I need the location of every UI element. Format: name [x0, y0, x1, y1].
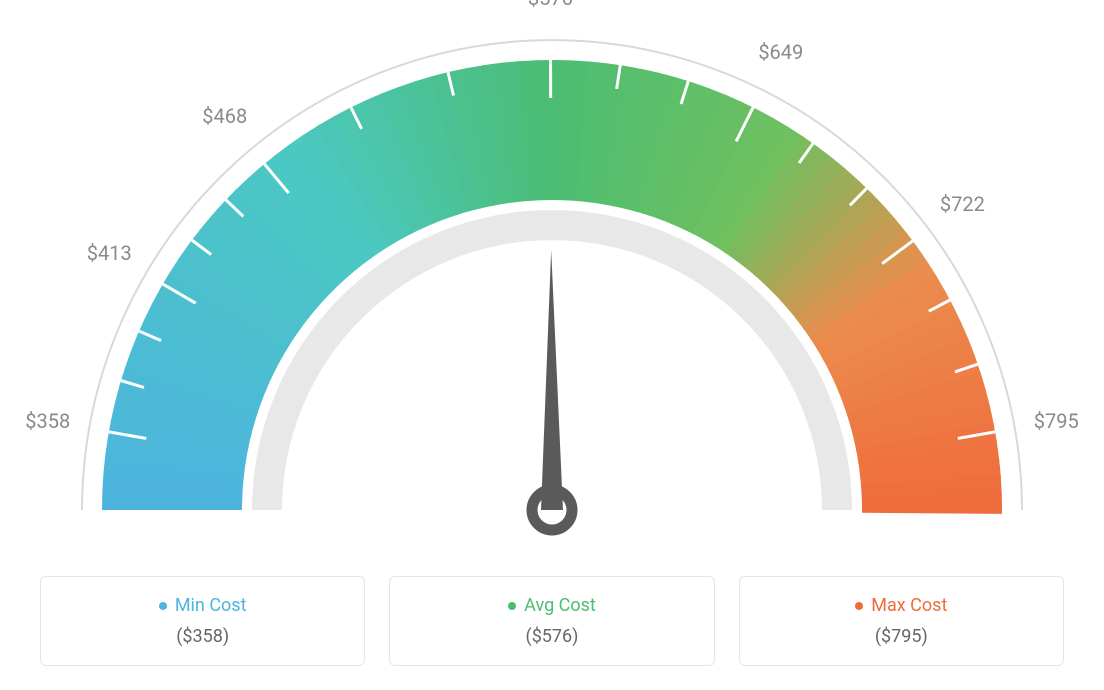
- legend-title-row: Avg Cost: [400, 595, 703, 616]
- legend-value-min: ($358): [51, 626, 354, 647]
- gauge-tick-label: $358: [25, 409, 70, 433]
- legend-card-min: Min Cost ($358): [40, 576, 365, 666]
- legend-dot-avg: [508, 602, 516, 610]
- legend-label-avg: Avg Cost: [524, 595, 596, 616]
- legend-label-min: Min Cost: [175, 595, 247, 616]
- legend-row: Min Cost ($358) Avg Cost ($576) Max Cost…: [40, 576, 1064, 666]
- legend-dot-max: [855, 602, 863, 610]
- legend-dot-min: [159, 602, 167, 610]
- gauge-tick-label: $576: [528, 0, 573, 10]
- legend-card-avg: Avg Cost ($576): [389, 576, 714, 666]
- gauge-tick-label: $468: [202, 104, 247, 128]
- gauge-needle: [541, 250, 563, 510]
- gauge-chart: $358$413$468$576$649$722$795: [52, 10, 1052, 570]
- legend-label-max: Max Cost: [871, 595, 947, 616]
- gauge-tick-label: $722: [940, 192, 985, 216]
- legend-value-avg: ($576): [400, 626, 703, 647]
- legend-title-row: Min Cost: [51, 595, 354, 616]
- legend-value-max: ($795): [750, 626, 1053, 647]
- gauge-tick-label: $649: [758, 40, 803, 64]
- legend-card-max: Max Cost ($795): [739, 576, 1064, 666]
- gauge-tick-label: $413: [87, 241, 132, 265]
- legend-title-row: Max Cost: [750, 595, 1053, 616]
- gauge-svg: [52, 10, 1052, 570]
- gauge-tick-label: $795: [1034, 409, 1079, 433]
